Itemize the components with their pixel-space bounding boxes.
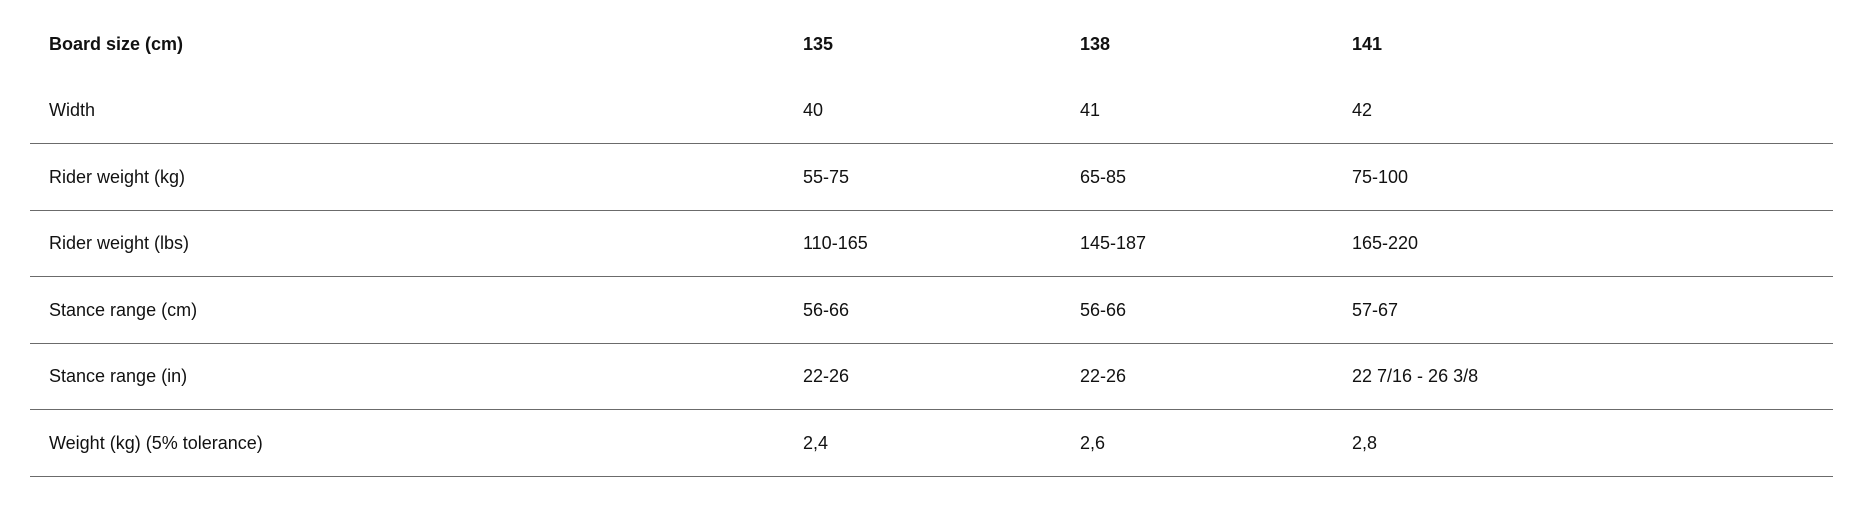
cell-value: 22-26 — [1080, 365, 1127, 386]
row-label: Weight (kg) (5% tolerance) — [49, 432, 263, 453]
cell-value: 165-220 — [1352, 232, 1419, 253]
header-label: Board size (cm) — [49, 33, 184, 54]
cell-value: 22-26 — [803, 365, 850, 386]
row-label: Stance range (in) — [49, 365, 188, 386]
cell-value: 75-100 — [1352, 166, 1409, 187]
table-header-row: Board size (cm) 135 138 141 — [30, 11, 1833, 77]
header-size: 135 — [803, 33, 834, 54]
cell-value: 145-187 — [1080, 232, 1147, 253]
cell-value: 2,6 — [1080, 432, 1106, 453]
cell-value: 57-67 — [1352, 299, 1399, 320]
cell-value: 56-66 — [803, 299, 850, 320]
table-row: Rider weight (kg) 55-75 65-85 75-100 — [30, 144, 1833, 211]
table-row: Stance range (cm) 56-66 56-66 57-67 — [30, 277, 1833, 344]
cell-value: 41 — [1080, 99, 1101, 120]
cell-value: 110-165 — [803, 232, 868, 253]
cell-value: 22 7/16 - 26 3/8 — [1352, 365, 1479, 386]
table-row: Weight (kg) (5% tolerance) 2,4 2,6 2,8 — [30, 410, 1833, 477]
table-row: Rider weight (lbs) 110-165 145-187 165-2… — [30, 210, 1833, 277]
cell-value: 2,4 — [803, 432, 829, 453]
cell-value: 56-66 — [1080, 299, 1127, 320]
header-size: 138 — [1080, 33, 1111, 54]
row-label: Stance range (cm) — [49, 299, 198, 320]
table-row: Width 40 41 42 — [30, 77, 1833, 144]
cell-value: 40 — [803, 99, 824, 120]
row-label: Rider weight (lbs) — [49, 232, 190, 253]
cell-value: 2,8 — [1352, 432, 1378, 453]
row-label: Width — [49, 99, 96, 120]
cell-value: 65-85 — [1080, 166, 1127, 187]
cell-value: 55-75 — [803, 166, 850, 187]
header-size: 141 — [1352, 33, 1383, 54]
table-row: Stance range (in) 22-26 22-26 22 7/16 - … — [30, 343, 1833, 410]
row-label: Rider weight (kg) — [49, 166, 186, 187]
cell-value: 42 — [1352, 99, 1373, 120]
